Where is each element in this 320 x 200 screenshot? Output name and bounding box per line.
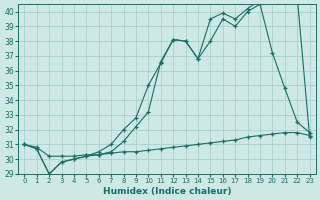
X-axis label: Humidex (Indice chaleur): Humidex (Indice chaleur) [103,187,231,196]
